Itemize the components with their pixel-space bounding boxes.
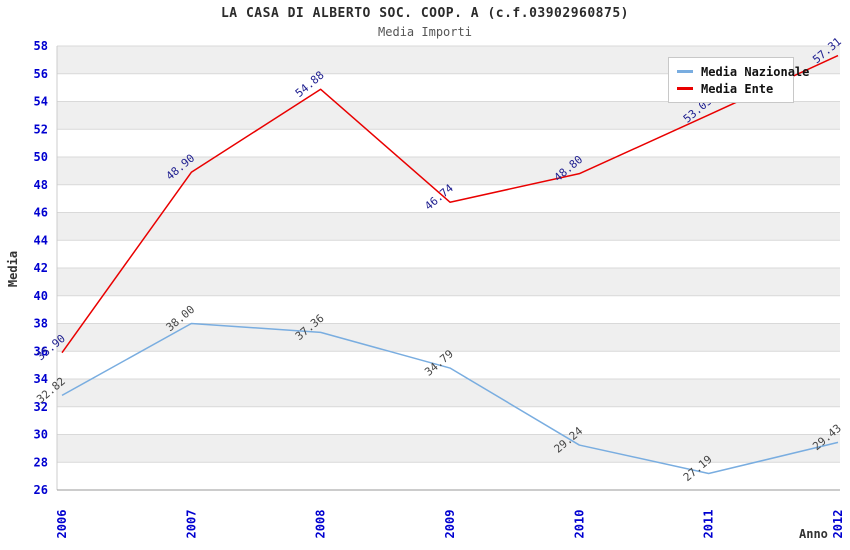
y-tick-label: 50 (34, 150, 48, 164)
y-tick-label: 48 (34, 178, 48, 192)
y-tick-label: 36 (34, 344, 48, 358)
series-line-media-nazionale (61, 322, 839, 475)
plot-band (57, 184, 840, 213)
y-tick-label: 42 (34, 261, 48, 275)
y-tick-label: 56 (34, 67, 48, 81)
plot-band (57, 406, 840, 435)
chart-title: LA CASA DI ALBERTO SOC. COOP. A (c.f.039… (220, 6, 629, 21)
y-tick-label: 38 (34, 317, 48, 331)
x-tick-label: 2011 (702, 510, 716, 539)
series-line-media-ente (61, 54, 839, 354)
plot-band (57, 240, 840, 268)
plot-band (57, 101, 840, 130)
x-tick-label: 2009 (443, 510, 457, 539)
legend-line-swatch-ente-icon (677, 87, 693, 90)
legend: Media Nazionale Media Ente (668, 57, 809, 103)
x-tick-label: 2010 (572, 510, 586, 539)
y-tick-label: 46 (34, 206, 48, 220)
y-tick-label: 58 (34, 39, 48, 53)
plot-band (57, 268, 840, 296)
y-tick-label: 28 (34, 455, 48, 469)
x-tick-label: 2008 (314, 510, 328, 539)
plot-band (57, 462, 840, 490)
y-tick-label: 30 (34, 428, 48, 442)
plot-band (57, 351, 840, 379)
y-tick-label: 44 (34, 233, 48, 247)
plot-band (57, 129, 840, 157)
x-axis-title: Anno (799, 527, 828, 541)
legend-line-swatch-nazionale-icon (677, 70, 693, 73)
plot-band (57, 212, 840, 241)
legend-label-media-nazionale: Media Nazionale (701, 64, 810, 79)
y-tick-label: 40 (34, 289, 48, 303)
plot-band (57, 157, 840, 185)
legend-item-media-ente: Media Ente (677, 80, 787, 97)
chart-subtitle: Media Importi (378, 25, 472, 39)
x-tick-label: 2006 (55, 510, 69, 539)
y-tick-label: 52 (34, 122, 48, 136)
legend-label-media-ente: Media Ente (701, 81, 774, 96)
y-tick-label: 54 (34, 95, 48, 109)
plot-band (57, 295, 840, 324)
y-tick-label: 26 (34, 483, 48, 497)
y-tick-label: 34 (34, 372, 48, 386)
x-tick-label: 2012 (831, 510, 845, 539)
legend-item-media-nazionale: Media Nazionale (677, 63, 809, 80)
x-tick-label: 2007 (184, 510, 198, 539)
plot-band (57, 434, 840, 463)
y-tick-label: 32 (34, 400, 48, 414)
plot-band (57, 379, 840, 407)
plot-band (57, 323, 840, 352)
y-axis-title: Media (6, 250, 20, 288)
